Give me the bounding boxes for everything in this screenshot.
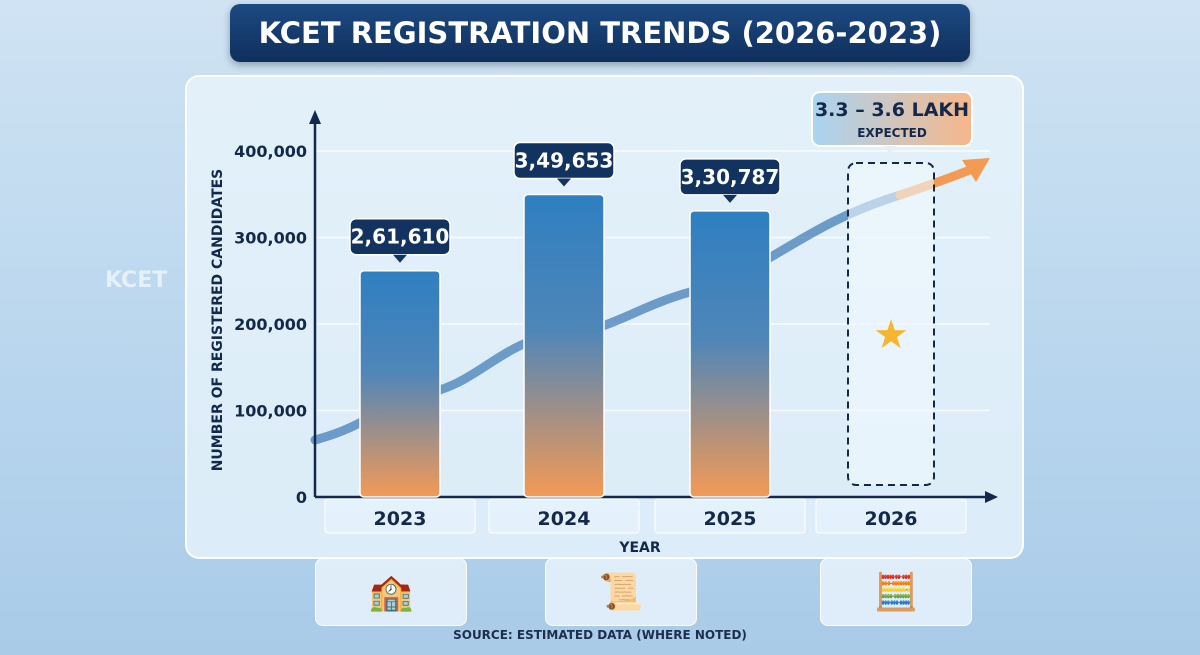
bar-2023 — [359, 269, 441, 498]
data-label-pointer — [557, 178, 571, 187]
projection-label: 3.3 – 3.6 LAKH — [815, 99, 969, 121]
bar-2024 — [523, 193, 605, 498]
y-tick-label: 400,000 — [234, 142, 307, 161]
data-label: 3,49,653 — [515, 149, 614, 173]
y-tick-label: 200,000 — [234, 315, 307, 334]
projected-bar-2026 — [847, 162, 935, 486]
category-plinth — [815, 498, 967, 534]
x-tick-label: 2023 — [374, 508, 427, 530]
y-axis-arrow — [309, 110, 321, 124]
source-note: SOURCE: ESTIMATED DATA (WHERE NOTED) — [453, 628, 747, 642]
x-axis-arrow — [985, 491, 998, 503]
school-building-icon: 🏫 — [315, 558, 467, 626]
x-tick-label: 2026 — [865, 508, 918, 530]
projection-sublabel: EXPECTED — [857, 126, 927, 140]
category-plinth — [324, 498, 476, 534]
star-icon: ★ — [873, 312, 909, 358]
y-axis-label: NUMBER OF REGISTERED CANDIDATES — [210, 169, 226, 472]
projection-label-pointer — [883, 146, 897, 154]
data-label-pointer — [393, 254, 407, 263]
category-plinth — [654, 498, 806, 534]
page-title: KCET REGISTRATION TRENDS (2026-2023) — [230, 4, 970, 62]
calculator-icon: 🧮 — [820, 558, 972, 626]
x-axis-label: YEAR — [618, 540, 661, 556]
background-kcet-text: KCET — [105, 268, 168, 293]
data-label: 2,61,610 — [351, 225, 450, 249]
trend-arrowhead — [962, 158, 990, 182]
x-tick-label: 2025 — [704, 508, 757, 530]
y-tick-label: 0 — [296, 488, 307, 507]
certificate-icon: 📜 — [545, 558, 697, 626]
data-label-pointer — [723, 194, 737, 203]
y-tick-label: 100,000 — [234, 402, 307, 421]
bar-2025 — [689, 210, 771, 498]
y-tick-label: 300,000 — [234, 229, 307, 248]
category-plinth — [488, 498, 640, 534]
x-tick-label: 2024 — [538, 508, 591, 530]
data-label: 3,30,787 — [681, 165, 780, 189]
